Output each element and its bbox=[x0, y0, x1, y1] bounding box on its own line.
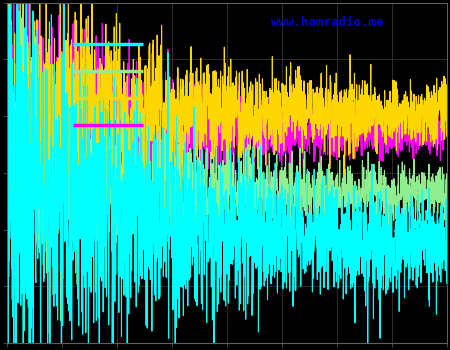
Text: www.hamradio.me: www.hamradio.me bbox=[271, 16, 383, 29]
